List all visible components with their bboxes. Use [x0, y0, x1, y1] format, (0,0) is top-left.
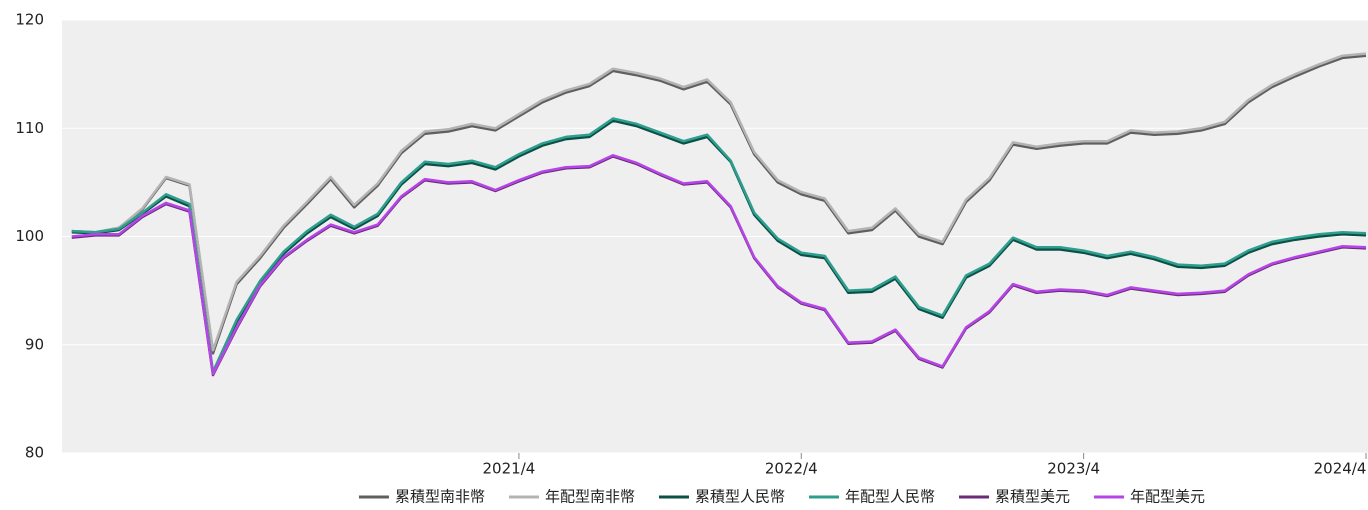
- x-tick-label: 2022/4: [765, 460, 818, 478]
- legend-label: 年配型美元: [1130, 488, 1205, 506]
- y-tick-label: 100: [15, 227, 44, 245]
- legend-label: 累積型人民幣: [695, 488, 785, 506]
- x-tick-label: 2024/4: [1314, 460, 1367, 478]
- legend-label: 累積型美元: [995, 488, 1070, 506]
- series-line: [71, 54, 1367, 355]
- series-line: [71, 117, 1367, 374]
- legend-label: 累積型南非幣: [395, 488, 485, 506]
- y-tick-label: 80: [25, 444, 44, 462]
- legend-label: 年配型南非幣: [545, 488, 635, 506]
- y-tick-label: 110: [15, 119, 44, 137]
- y-tick-label: 120: [15, 11, 44, 29]
- legend-label: 年配型人民幣: [845, 488, 935, 506]
- series-line: [71, 52, 1367, 352]
- x-tick-label: 2023/4: [1047, 460, 1100, 478]
- x-tick-label: 2021/4: [483, 460, 536, 478]
- y-tick-label: 90: [25, 335, 44, 353]
- series-line: [71, 154, 1367, 376]
